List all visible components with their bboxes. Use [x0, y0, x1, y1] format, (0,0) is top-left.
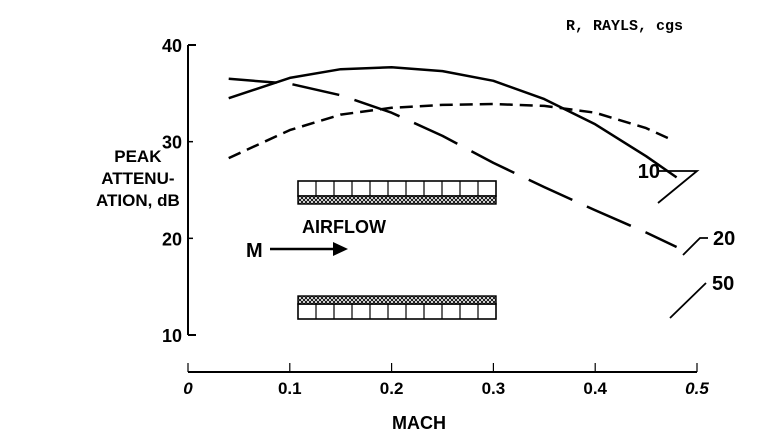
x-tick-label: 0 — [183, 379, 193, 398]
series-label-20: 20 — [713, 228, 735, 250]
x-axis-label: MACH — [392, 413, 446, 433]
liner-cells — [297, 303, 497, 320]
series-label-50: 50 — [712, 273, 734, 295]
liner-cells — [297, 180, 497, 197]
leader-10 — [657, 170, 700, 204]
mach-symbol-label: M — [246, 240, 263, 262]
series-line-10 — [228, 102, 673, 160]
y-tick-label: 10 — [162, 326, 182, 346]
x-tick-label: 0.1 — [278, 379, 302, 398]
liner-hatch — [297, 295, 497, 305]
axes: 10 20 30 40 0 0.1 0.2 0.3 0.4 0.5 — [162, 36, 709, 398]
series-line-50 — [228, 77, 678, 249]
x-tick-label: 0.3 — [482, 379, 506, 398]
x-tick-label: 0.2 — [380, 379, 404, 398]
y-tick-label: 30 — [162, 133, 182, 153]
x-tick-label: 0.5 — [685, 379, 709, 398]
y-tick-label: 40 — [162, 36, 182, 56]
leader-unused-2 — [676, 260, 706, 281]
y-axis-label-line-3: ATION, dB — [96, 191, 180, 210]
series-label-10: 10 — [638, 161, 660, 183]
airflow-label: AIRFLOW — [302, 217, 386, 237]
y-axis-label-line-1: PEAK — [114, 147, 162, 166]
y-axis-label: PEAK ATTENU- ATION, dB — [96, 146, 180, 212]
series-line-20 — [228, 65, 678, 179]
upper-liner — [297, 180, 497, 205]
x-tick-label: 0.4 — [583, 379, 607, 398]
duct-liner-diagram — [270, 180, 497, 320]
legend-title: R, RAYLS, cgs — [566, 18, 684, 35]
leader-unused — [663, 244, 700, 286]
leader-unused-3 — [669, 307, 698, 334]
leader-20 — [682, 237, 708, 256]
leader-50 — [669, 282, 707, 319]
series-group — [228, 65, 678, 249]
airflow-arrowhead — [333, 242, 348, 256]
series-labels: 10 20 50 — [638, 161, 735, 334]
y-tick-label: 20 — [162, 229, 182, 249]
liner-hatch — [297, 195, 497, 205]
y-axis-label-line-2: ATTENU- — [101, 169, 175, 188]
lower-liner — [297, 295, 497, 320]
